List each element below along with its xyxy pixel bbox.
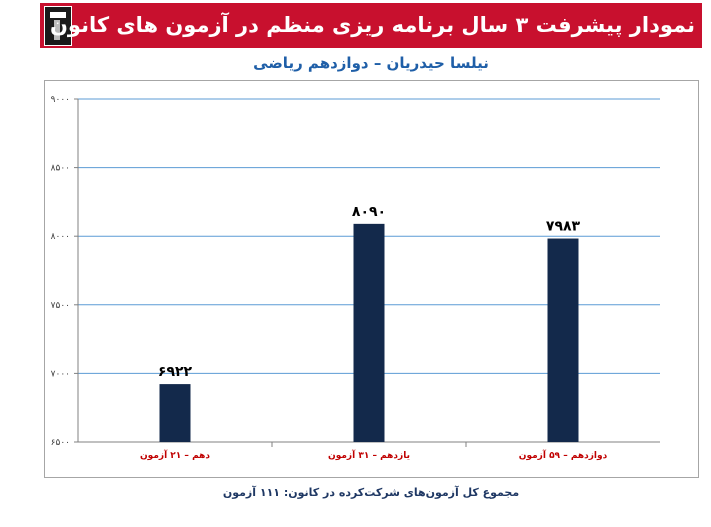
x-category-label: دهم – ۲۱ آزمون	[140, 449, 210, 461]
x-category-label: یازدهم – ۳۱ آزمون	[328, 449, 410, 461]
bar	[353, 223, 385, 442]
bar-value-label: ۸۰۹۰	[352, 204, 386, 220]
bar-value-label: ۶۹۲۲	[158, 364, 193, 380]
y-tick-label: ۷۰۰۰	[51, 369, 70, 379]
y-tick-label: ۸۵۰۰	[51, 164, 70, 174]
y-tick-label: ۶۵۰۰	[51, 438, 70, 448]
y-tick-label: ۸۰۰۰	[51, 232, 70, 242]
title-banner	[40, 3, 702, 48]
logo-icon	[44, 6, 72, 46]
chart-title: نمودار پیشرفت ۳ سال برنامه ریزی منظم در …	[49, 13, 695, 37]
bar-value-label: ۷۹۸۳	[546, 219, 581, 235]
bar	[547, 238, 579, 442]
plot-area-frame	[44, 80, 699, 478]
x-category-label: دوازدهم – ۵۹ آزمون	[519, 449, 608, 461]
y-tick-label: ۷۵۰۰	[51, 301, 70, 311]
y-tick-label: ۹۰۰۰	[51, 95, 70, 105]
bar	[159, 384, 191, 442]
chart-subtitle: نیلسا حیدریان – دوازدهم ریاضی	[253, 54, 489, 72]
chart-footer: مجموع کل آزمون‌های شرکت‌کرده در کانون: ۱…	[222, 486, 520, 499]
